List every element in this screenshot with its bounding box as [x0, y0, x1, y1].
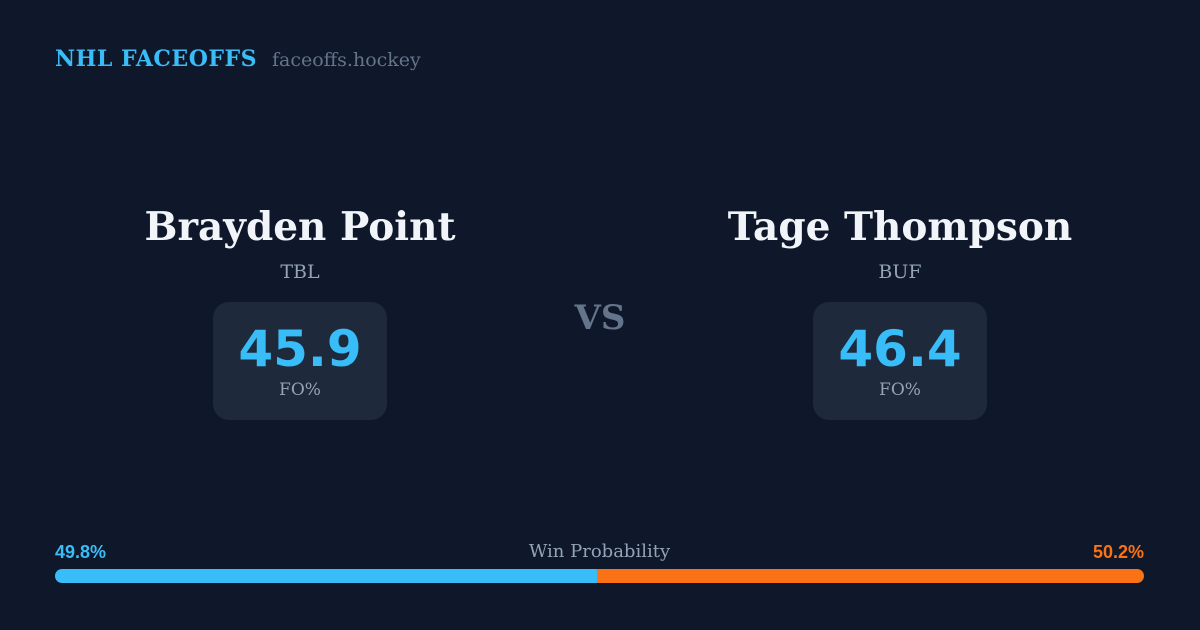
prob-bar-right	[597, 569, 1144, 583]
prob-bar-left	[55, 569, 598, 583]
stat-label: FO%	[279, 380, 321, 400]
player-name: Tage Thompson	[727, 204, 1073, 250]
player-team: TBL	[280, 261, 320, 283]
player-name: Brayden Point	[144, 204, 456, 250]
stat-box: 46.4 FO%	[813, 302, 987, 420]
player-card-right: Tage Thompson BUF 46.4 FO%	[600, 204, 1200, 420]
left-win-pct: 49.8%	[55, 542, 107, 562]
player-card-left: Brayden Point TBL 45.9 FO%	[0, 204, 600, 420]
right-win-pct: 50.2%	[1092, 542, 1144, 562]
win-probability-labels: 49.8% Win Probability 50.2%	[55, 540, 1144, 564]
stat-value: 46.4	[838, 320, 962, 378]
stat-label: FO%	[879, 380, 921, 400]
player-team: BUF	[878, 261, 922, 283]
site-url-label: faceoffs.hockey	[272, 49, 421, 71]
stat-box: 45.9 FO%	[213, 302, 387, 420]
stat-value: 45.9	[238, 320, 362, 378]
vs-label: VS	[574, 298, 626, 338]
header: NHL FACEOFFS faceoffs.hockey	[55, 46, 421, 72]
win-probability-title: Win Probability	[528, 541, 671, 562]
brand-title: NHL FACEOFFS	[55, 46, 257, 72]
win-probability-bar	[55, 569, 1144, 583]
